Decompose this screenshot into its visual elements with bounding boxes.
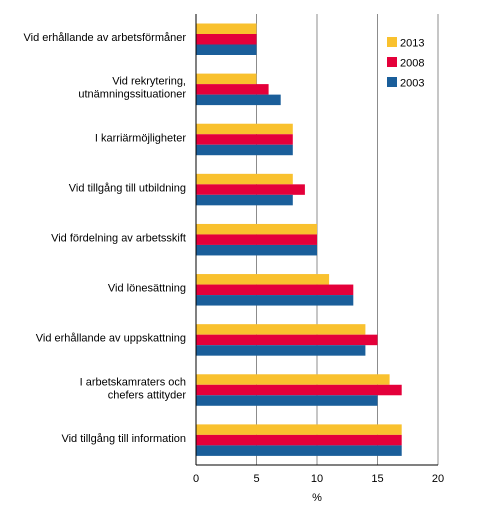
- x-tick-label-15: 15: [371, 473, 383, 485]
- bar-2013-1: [196, 73, 257, 85]
- bar-2003-0: [196, 44, 257, 55]
- axes: [195, 14, 438, 466]
- x-tick-label-10: 10: [311, 473, 323, 485]
- category-label-0-line-0: Vid erhållande av arbetsförmåner: [24, 32, 187, 44]
- bar-2013-0: [196, 23, 257, 34]
- category-label-7-line-1: chefers attityder: [108, 389, 187, 401]
- bar-2013-8: [196, 424, 402, 435]
- bar-2003-3: [196, 194, 293, 206]
- category-label-1-line-0: Vid rekrytering,: [112, 76, 186, 88]
- bar-2003-8: [196, 445, 402, 456]
- bar-2013-5: [196, 274, 330, 285]
- x-tick-labels: 0 5 10 15 20: [193, 473, 444, 485]
- bar-2008-7: [196, 384, 402, 396]
- bar-2008-6: [196, 334, 378, 346]
- legend-swatch-2003: [387, 77, 397, 87]
- bar-2003-5: [196, 295, 354, 306]
- category-label-8-line-0: Vid tillgång till information: [61, 433, 186, 445]
- bar-2008-5: [196, 284, 354, 296]
- x-tick-label-0: 0: [193, 473, 199, 485]
- bar-2003-1: [196, 94, 281, 106]
- bar-2008-0: [196, 34, 257, 45]
- bar-2013-3: [196, 173, 293, 185]
- category-label-4-line-0: Vid fördelning av arbetsskift: [51, 233, 186, 245]
- bar-series: [196, 23, 402, 456]
- category-label-1-line-1: utnämningssituationer: [78, 89, 186, 101]
- bar-2008-1: [196, 84, 269, 95]
- category-label-7-line-0: I arbetskamraters och: [80, 376, 186, 388]
- x-tick-label-20: 20: [432, 473, 444, 485]
- bar-2013-7: [196, 374, 390, 385]
- legend-label-2008: 2008: [400, 58, 424, 70]
- category-label-3-line-0: Vid tillgång till utbildning: [69, 182, 186, 194]
- bar-2008-2: [196, 134, 293, 145]
- bar-2013-2: [196, 123, 293, 135]
- legend-swatch-2008: [387, 57, 397, 67]
- bar-2013-6: [196, 324, 366, 335]
- category-label-2-line-0: I karriärmöjligheter: [95, 132, 186, 144]
- legend-label-2013: 2013: [400, 38, 424, 50]
- bar-2013-4: [196, 223, 317, 235]
- x-axis-title: %: [312, 492, 322, 504]
- legend: 2013 2008 2003: [387, 37, 424, 90]
- legend-label-2003: 2003: [400, 78, 424, 90]
- category-labels: Vid erhållande av arbetsförmåner Vid rekr…: [24, 32, 187, 445]
- bar-2008-3: [196, 184, 305, 195]
- legend-swatch-2013: [387, 37, 397, 47]
- bar-2003-7: [196, 395, 378, 406]
- category-label-5-line-0: Vid lönesättning: [108, 283, 186, 295]
- bar-2003-4: [196, 244, 317, 256]
- bar-2003-6: [196, 345, 366, 356]
- bar-2003-2: [196, 144, 293, 156]
- bar-2008-4: [196, 234, 317, 245]
- x-tick-label-5: 5: [253, 473, 259, 485]
- bar-2008-8: [196, 434, 402, 446]
- category-label-6-line-0: Vid erhållande av uppskattning: [36, 333, 186, 345]
